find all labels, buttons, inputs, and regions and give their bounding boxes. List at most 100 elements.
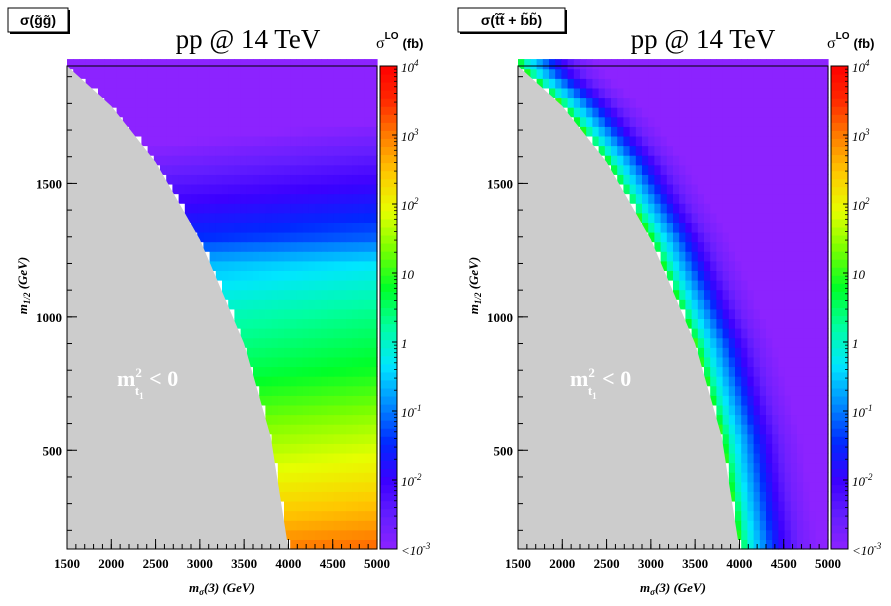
heatmap-cell bbox=[735, 222, 742, 233]
heatmap-cell bbox=[333, 299, 341, 310]
heatmap-cell bbox=[358, 289, 366, 300]
heatmap-cell bbox=[797, 164, 804, 175]
heatmap-cell bbox=[753, 520, 761, 531]
heatmap-cell bbox=[364, 241, 372, 252]
heatmap-cell bbox=[766, 308, 773, 320]
heatmap-cell bbox=[697, 337, 705, 348]
colorbar-segment bbox=[831, 202, 848, 212]
heatmap-cell bbox=[271, 414, 279, 425]
heatmap-cell bbox=[741, 193, 748, 204]
heatmap-cell bbox=[271, 328, 279, 339]
heatmap-cell bbox=[611, 116, 618, 127]
heatmap-cells bbox=[67, 59, 378, 550]
heatmap-cell bbox=[797, 145, 804, 156]
heatmap-cell bbox=[753, 280, 761, 291]
heatmap-cell bbox=[315, 280, 322, 291]
heatmap-cell bbox=[339, 231, 347, 243]
heatmap-cell bbox=[772, 539, 779, 550]
heatmap-cell bbox=[339, 280, 347, 291]
heatmap-cell bbox=[691, 280, 699, 291]
heatmap-cell bbox=[728, 414, 736, 425]
heatmap-cell bbox=[803, 520, 810, 531]
colorbar-segment bbox=[380, 347, 397, 357]
heatmap-cell bbox=[766, 337, 773, 348]
heatmap-cell bbox=[315, 472, 322, 483]
heatmap-cell bbox=[333, 203, 341, 214]
heatmap-cell bbox=[673, 193, 680, 204]
heatmap-cell bbox=[308, 164, 316, 175]
heatmap-cell bbox=[716, 299, 724, 310]
heatmap-cell bbox=[629, 145, 637, 156]
heatmap-cell bbox=[555, 97, 562, 108]
heatmap-cell bbox=[302, 443, 310, 454]
colorbar-segment bbox=[380, 90, 397, 99]
heatmap-cell bbox=[364, 107, 372, 118]
heatmap-cell bbox=[784, 145, 792, 156]
heatmap-cell bbox=[333, 155, 341, 166]
heatmap-cell bbox=[259, 356, 266, 368]
heatmap-cell bbox=[315, 203, 322, 214]
heatmap-cell bbox=[296, 107, 304, 118]
heatmap-cell bbox=[370, 462, 378, 473]
heatmap-cell bbox=[648, 59, 655, 70]
colorbar-segment bbox=[380, 307, 397, 317]
heatmap-cell bbox=[604, 155, 612, 166]
heatmap-cell bbox=[222, 270, 229, 281]
heatmap-cell bbox=[759, 270, 767, 281]
heatmap-cell bbox=[716, 328, 724, 339]
heatmap-cell bbox=[327, 404, 335, 416]
heatmap-cell bbox=[339, 376, 347, 387]
heatmap-cell bbox=[809, 328, 817, 339]
heatmap-cell bbox=[122, 78, 130, 89]
heatmap-cell bbox=[704, 174, 711, 185]
heatmap-cell bbox=[691, 251, 699, 262]
heatmap-cell bbox=[803, 414, 810, 425]
heatmap-cell bbox=[623, 107, 631, 118]
heatmap-cell bbox=[753, 491, 761, 502]
heatmap-cell bbox=[327, 520, 335, 531]
heatmap-cell bbox=[803, 433, 810, 444]
heatmap-cell bbox=[766, 376, 773, 387]
heatmap-cell bbox=[197, 164, 204, 175]
heatmap-cell bbox=[135, 116, 142, 127]
heatmap-cell bbox=[321, 145, 328, 156]
heatmap-cell bbox=[259, 145, 266, 156]
heatmap-cell bbox=[284, 529, 291, 540]
colorbar-tick-base: 1 bbox=[401, 336, 408, 351]
heatmap-cell bbox=[803, 251, 810, 262]
heatmap-cell bbox=[284, 59, 291, 70]
heatmap-cell bbox=[735, 481, 742, 492]
heatmap-cell bbox=[710, 203, 717, 214]
heatmap-cell bbox=[524, 59, 531, 70]
heatmap-cell bbox=[784, 87, 792, 99]
heatmap-cell bbox=[271, 212, 279, 223]
x-tick-label: 3000 bbox=[187, 556, 213, 571]
heatmap-cell bbox=[722, 78, 730, 89]
heatmap-cell bbox=[352, 328, 359, 339]
heatmap-cell bbox=[240, 299, 248, 310]
heatmap-cell bbox=[209, 145, 217, 156]
heatmap-cell bbox=[172, 116, 180, 127]
heatmap-cell bbox=[284, 472, 291, 483]
heatmap-cell bbox=[197, 193, 204, 204]
heatmap-cell bbox=[635, 59, 643, 70]
heatmap-cell bbox=[327, 385, 335, 396]
heatmap-cell bbox=[679, 251, 686, 262]
heatmap-cell bbox=[697, 155, 705, 166]
heatmap-cell bbox=[790, 116, 798, 127]
colorbar-segment bbox=[380, 178, 397, 188]
heatmap-cell bbox=[772, 164, 779, 175]
heatmap-cell bbox=[784, 116, 792, 127]
colorbar-segment bbox=[831, 363, 848, 373]
colorbar-tick-label: 10-1 bbox=[852, 403, 873, 420]
heatmap-cell bbox=[172, 164, 180, 175]
heatmap-cell bbox=[759, 116, 767, 127]
heatmap-cell bbox=[333, 337, 341, 348]
heatmap-cell bbox=[203, 212, 211, 223]
heatmap-cell bbox=[98, 87, 105, 99]
heatmap-cell bbox=[573, 107, 581, 118]
heatmap-cell bbox=[352, 510, 359, 521]
heatmap-cell bbox=[153, 68, 161, 79]
heatmap-cell bbox=[586, 68, 593, 79]
heatmap-cell bbox=[710, 347, 717, 358]
